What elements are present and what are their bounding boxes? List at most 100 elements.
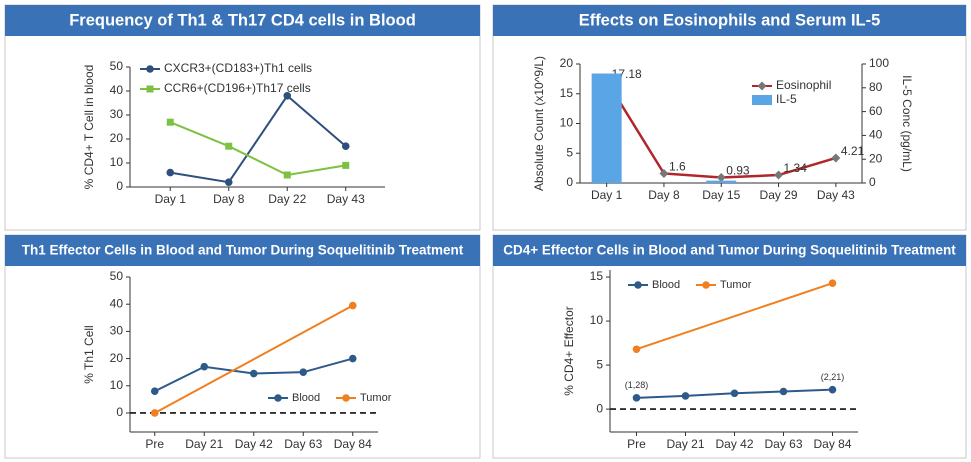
y-tick-label: 0 bbox=[566, 175, 573, 189]
x-tick-label: Day 43 bbox=[817, 188, 855, 202]
y-tick-label: 0 bbox=[116, 405, 123, 419]
marker bbox=[146, 85, 154, 93]
marker bbox=[828, 279, 837, 288]
x-tick-label: Day 84 bbox=[813, 437, 851, 451]
x-tick-label: Day 8 bbox=[213, 192, 245, 206]
x-tick-label: Day 8 bbox=[648, 188, 680, 202]
marker bbox=[659, 168, 669, 178]
legend-label: Blood bbox=[292, 392, 320, 404]
y-axis-label: % Th1 Cell bbox=[82, 325, 96, 383]
legend-label: CCR6+(CD196+)Th17 cells bbox=[164, 81, 311, 95]
x-tick-label: Day 29 bbox=[760, 188, 798, 202]
chart-title: Frequency of Th1 & Th17 CD4 cells in Blo… bbox=[69, 11, 416, 29]
x-tick-label: Day 63 bbox=[764, 437, 802, 451]
marker bbox=[342, 394, 350, 402]
y-tick-label: 20 bbox=[110, 131, 124, 145]
marker bbox=[146, 65, 154, 73]
y-tick-label: 10 bbox=[110, 155, 124, 169]
chart-panel: Th1 Effector Cells in Blood and Tumor Du… bbox=[4, 234, 481, 459]
data-label: 1.6 bbox=[669, 160, 686, 174]
x-tick-label: Day 42 bbox=[235, 437, 273, 451]
y-tick-label: 5 bbox=[596, 357, 603, 371]
y-tick-label: 0 bbox=[596, 401, 603, 415]
marker bbox=[225, 142, 233, 150]
x-tick-label: Pre bbox=[145, 437, 164, 451]
marker bbox=[166, 118, 174, 126]
y-tick-label: 15 bbox=[590, 269, 604, 283]
bar bbox=[706, 180, 737, 183]
marker bbox=[702, 281, 710, 289]
panel-border bbox=[492, 234, 967, 459]
marker bbox=[681, 392, 690, 400]
y2-tick-label: 40 bbox=[869, 128, 883, 142]
x-tick-label: Day 42 bbox=[715, 437, 753, 451]
x-tick-label: Pre bbox=[627, 437, 646, 451]
panel-border bbox=[492, 4, 967, 231]
y-tick-label: 20 bbox=[560, 56, 574, 70]
data-label: 4.21 bbox=[841, 144, 865, 158]
x-tick-label: Day 1 bbox=[591, 188, 623, 202]
data-label: (2,21) bbox=[821, 372, 845, 382]
y-tick-label: 10 bbox=[560, 116, 574, 130]
y2-tick-label: 20 bbox=[869, 151, 883, 165]
line bbox=[169, 121, 346, 177]
chart-title: Th1 Effector Cells in Blood and Tumor Du… bbox=[22, 243, 464, 258]
data-label: 1.34 bbox=[784, 161, 808, 175]
marker bbox=[341, 142, 350, 150]
legend-swatch bbox=[752, 95, 772, 105]
y-tick-label: 40 bbox=[110, 83, 124, 97]
marker bbox=[249, 369, 258, 378]
legend-label: Tumor bbox=[360, 392, 392, 404]
marker bbox=[632, 345, 641, 354]
line bbox=[636, 282, 833, 351]
y2-tick-label: 60 bbox=[869, 104, 883, 118]
x-tick-label: Day 21 bbox=[185, 437, 223, 451]
marker bbox=[831, 153, 841, 163]
y-tick-label: 5 bbox=[566, 145, 573, 159]
legend-label: CXCR3+(CD183+)Th1 cells bbox=[164, 61, 312, 75]
panel-header bbox=[5, 5, 480, 36]
legend-label: Eosinophil bbox=[776, 78, 831, 92]
chart-title: CD4+ Effector Cells in Blood and Tumor D… bbox=[503, 243, 956, 258]
x-tick-label: Day 21 bbox=[666, 437, 704, 451]
panel-header bbox=[493, 5, 966, 36]
y-tick-label: 50 bbox=[110, 269, 124, 283]
marker bbox=[283, 171, 291, 179]
marker bbox=[166, 168, 175, 177]
y2-tick-label: 0 bbox=[869, 175, 876, 189]
chart-panel: Effects on Eosinophils and Serum IL-5 0 5 1… bbox=[492, 4, 967, 231]
marker bbox=[774, 170, 784, 180]
marker bbox=[348, 301, 357, 310]
y-tick-label: 40 bbox=[110, 296, 124, 310]
y-tick-label: 50 bbox=[110, 59, 124, 73]
legend-label: Tumor bbox=[720, 279, 752, 291]
marker bbox=[730, 389, 739, 398]
marker bbox=[274, 394, 282, 402]
panel-border bbox=[4, 234, 481, 459]
marker bbox=[150, 387, 159, 396]
y-axis-label: Absolute Count (x10^9/L) bbox=[532, 56, 546, 191]
marker bbox=[299, 368, 308, 376]
bar bbox=[591, 73, 622, 183]
marker bbox=[632, 394, 641, 402]
marker bbox=[634, 281, 642, 289]
y-tick-label: 30 bbox=[110, 107, 124, 121]
y2-tick-label: 100 bbox=[869, 56, 889, 70]
panel-border bbox=[4, 4, 481, 231]
legend-label: Blood bbox=[652, 279, 680, 291]
x-tick-label: Day 63 bbox=[284, 437, 322, 451]
chart-title: Effects on Eosinophils and Serum IL-5 bbox=[579, 11, 881, 29]
y2-tick-label: 80 bbox=[869, 80, 883, 94]
x-tick-label: Day 43 bbox=[327, 192, 365, 206]
x-tick-label: Day 1 bbox=[155, 192, 187, 206]
y-tick-label: 30 bbox=[110, 324, 124, 338]
marker bbox=[342, 161, 350, 169]
line bbox=[154, 304, 354, 414]
y-tick-label: 10 bbox=[590, 313, 604, 327]
marker bbox=[283, 92, 292, 100]
marker bbox=[200, 362, 209, 371]
chart-panel: Frequency of Th1 & Th17 CD4 cells in Blo… bbox=[4, 4, 481, 231]
y2-axis-label: IL-5 Conc (pg/mL) bbox=[900, 75, 914, 172]
x-tick-label: Day 22 bbox=[268, 192, 306, 206]
data-label: 0.93 bbox=[726, 164, 750, 178]
